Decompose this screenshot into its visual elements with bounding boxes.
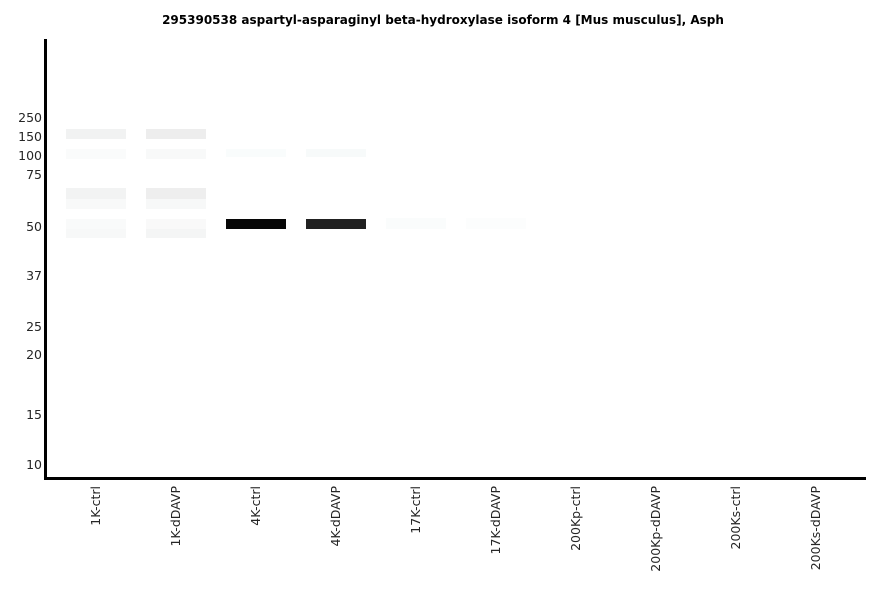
blot-band-1K-ctrl-60kda — [66, 188, 126, 199]
y-axis-tick-label-50: 50 — [26, 219, 42, 234]
blot-band-1K-dDAVP-50kda — [146, 219, 206, 229]
x-axis-lane-label-1K-dDAVP: 1K-dDAVP — [168, 486, 183, 547]
x-axis-lane-label-4K-ctrl: 4K-ctrl — [248, 486, 263, 526]
y-axis-tick-label-150: 150 — [18, 129, 42, 144]
blot-band-17K-dDAVP-50kda — [466, 218, 526, 229]
blot-band-4K-ctrl-50kda — [226, 219, 286, 229]
y-axis-tick-label-100: 100 — [18, 148, 42, 163]
blot-band-1K-dDAVP-60kda — [146, 188, 206, 199]
y-axis-tick-label-20: 20 — [26, 347, 42, 362]
x-axis-lane-label-1K-ctrl: 1K-ctrl — [88, 486, 103, 526]
blot-band-4K-dDAVP-100kda — [306, 149, 366, 157]
x-axis-lane-label-4K-dDAVP: 4K-dDAVP — [328, 486, 343, 547]
y-axis-tick-label-250: 250 — [18, 110, 42, 125]
blot-band-1K-ctrl-100kda — [66, 149, 126, 159]
y-axis-line — [44, 39, 47, 480]
blot-band-1K-ctrl-150kda — [66, 129, 126, 139]
y-axis-tick-label-25: 25 — [26, 319, 42, 334]
y-axis-tick-label-37: 37 — [26, 268, 42, 283]
x-axis-line — [44, 477, 866, 480]
blot-band-1K-ctrl-55kda — [66, 199, 126, 209]
x-axis-lane-label-17K-ctrl: 17K-ctrl — [408, 486, 423, 534]
blot-band-17K-ctrl-50kda — [386, 218, 446, 229]
y-axis-tick-label-15: 15 — [26, 407, 42, 422]
blot-band-1K-dDAVP-150kda — [146, 129, 206, 139]
x-axis-lane-label-17K-dDAVP: 17K-dDAVP — [488, 486, 503, 555]
blot-band-1K-dDAVP-100kda — [146, 149, 206, 159]
blot-band-4K-dDAVP-50kda — [306, 219, 366, 229]
blot-band-1K-ctrl-47kda — [66, 229, 126, 238]
x-axis-lane-label-200Kp-ctrl: 200Kp-ctrl — [568, 486, 583, 551]
y-axis-tick-label-75: 75 — [26, 167, 42, 182]
x-axis-lane-label-200Kp-dDAVP: 200Kp-dDAVP — [648, 486, 663, 572]
figure-title: 295390538 aspartyl-asparaginyl beta-hydr… — [162, 13, 724, 27]
x-axis-lane-label-200Ks-dDAVP: 200Ks-dDAVP — [808, 486, 823, 571]
blot-band-1K-ctrl-50kda — [66, 219, 126, 229]
blot-band-1K-dDAVP-55kda — [146, 199, 206, 209]
blot-band-1K-dDAVP-47kda — [146, 229, 206, 238]
y-axis-tick-label-10: 10 — [26, 457, 42, 472]
x-axis-lane-label-200Ks-ctrl: 200Ks-ctrl — [728, 486, 743, 550]
blot-band-4K-ctrl-100kda — [226, 149, 286, 157]
